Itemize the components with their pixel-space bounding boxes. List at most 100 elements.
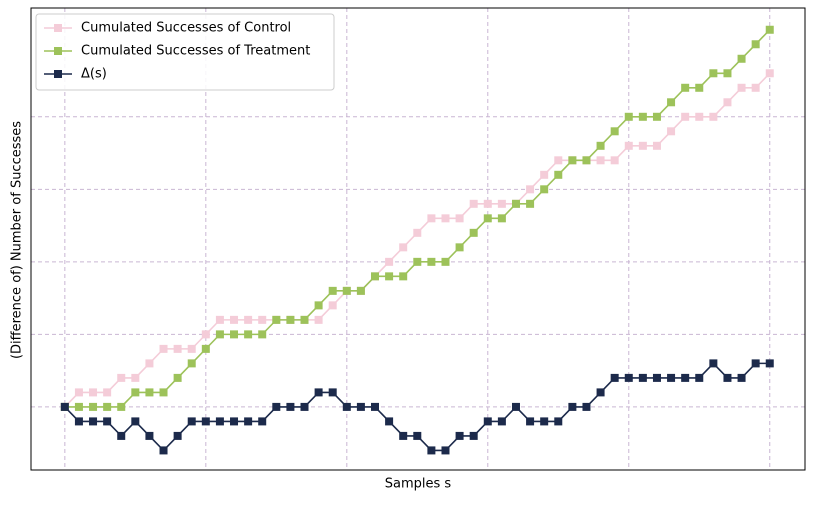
marker bbox=[385, 272, 394, 281]
marker bbox=[131, 373, 140, 382]
marker bbox=[497, 199, 506, 208]
marker bbox=[554, 417, 563, 426]
marker bbox=[540, 417, 549, 426]
marker bbox=[624, 141, 633, 150]
marker bbox=[652, 141, 661, 150]
marker bbox=[230, 315, 239, 324]
marker bbox=[709, 112, 718, 121]
marker bbox=[272, 315, 281, 324]
marker bbox=[624, 373, 633, 382]
marker bbox=[145, 388, 154, 397]
marker bbox=[652, 373, 661, 382]
marker bbox=[667, 98, 676, 107]
marker bbox=[356, 286, 365, 295]
marker bbox=[455, 431, 464, 440]
marker bbox=[215, 330, 224, 339]
marker bbox=[441, 446, 450, 455]
marker bbox=[60, 402, 69, 411]
legend-label: Δ(s) bbox=[81, 67, 107, 82]
marker bbox=[215, 417, 224, 426]
marker bbox=[89, 388, 98, 397]
marker bbox=[695, 373, 704, 382]
marker bbox=[173, 373, 182, 382]
marker bbox=[723, 98, 732, 107]
marker bbox=[681, 112, 690, 121]
marker bbox=[554, 170, 563, 179]
marker bbox=[103, 388, 112, 397]
marker bbox=[638, 112, 647, 121]
marker bbox=[483, 199, 492, 208]
marker bbox=[667, 127, 676, 136]
marker bbox=[624, 112, 633, 121]
marker bbox=[159, 344, 168, 353]
marker bbox=[455, 214, 464, 223]
marker bbox=[74, 388, 83, 397]
marker bbox=[173, 431, 182, 440]
marker bbox=[455, 243, 464, 252]
marker bbox=[610, 127, 619, 136]
marker bbox=[230, 330, 239, 339]
marker bbox=[568, 156, 577, 165]
marker bbox=[695, 83, 704, 92]
y-axis-label: (Difference of) Number of Successes bbox=[10, 121, 25, 359]
marker bbox=[413, 431, 422, 440]
marker bbox=[582, 402, 591, 411]
marker bbox=[314, 301, 323, 310]
marker bbox=[751, 83, 760, 92]
marker bbox=[159, 388, 168, 397]
marker bbox=[399, 431, 408, 440]
plot-frame bbox=[30, 7, 806, 471]
marker bbox=[511, 199, 520, 208]
marker bbox=[258, 417, 267, 426]
marker bbox=[723, 373, 732, 382]
marker bbox=[117, 431, 126, 440]
marker bbox=[511, 402, 520, 411]
marker bbox=[103, 417, 112, 426]
marker bbox=[187, 359, 196, 368]
marker bbox=[244, 315, 253, 324]
legend-marker bbox=[54, 24, 62, 32]
marker bbox=[201, 330, 210, 339]
marker bbox=[497, 417, 506, 426]
marker bbox=[469, 199, 478, 208]
marker bbox=[117, 373, 126, 382]
marker bbox=[187, 344, 196, 353]
marker bbox=[244, 417, 253, 426]
marker bbox=[695, 112, 704, 121]
marker bbox=[131, 417, 140, 426]
marker bbox=[371, 402, 379, 411]
legend-label: Cumulated Successes of Control bbox=[81, 21, 291, 36]
marker bbox=[328, 301, 337, 310]
marker bbox=[610, 373, 619, 382]
marker bbox=[441, 257, 450, 266]
marker bbox=[230, 417, 239, 426]
marker bbox=[413, 257, 422, 266]
marker bbox=[74, 417, 83, 426]
marker bbox=[342, 402, 351, 411]
marker bbox=[300, 315, 309, 324]
marker bbox=[765, 25, 774, 34]
marker bbox=[469, 228, 478, 237]
marker bbox=[286, 315, 295, 324]
marker bbox=[427, 214, 436, 223]
marker bbox=[328, 286, 337, 295]
marker bbox=[201, 344, 210, 353]
marker bbox=[342, 286, 351, 295]
marker bbox=[356, 402, 365, 411]
marker bbox=[681, 373, 690, 382]
marker bbox=[483, 417, 492, 426]
marker bbox=[751, 359, 760, 368]
marker bbox=[596, 388, 605, 397]
marker bbox=[681, 83, 690, 92]
marker bbox=[89, 402, 98, 411]
legend-box bbox=[35, 13, 335, 91]
marker bbox=[568, 402, 577, 411]
marker bbox=[737, 83, 746, 92]
marker bbox=[258, 315, 267, 324]
marker bbox=[596, 141, 605, 150]
marker bbox=[272, 402, 281, 411]
marker bbox=[638, 373, 647, 382]
marker bbox=[765, 69, 774, 78]
marker bbox=[314, 315, 323, 324]
